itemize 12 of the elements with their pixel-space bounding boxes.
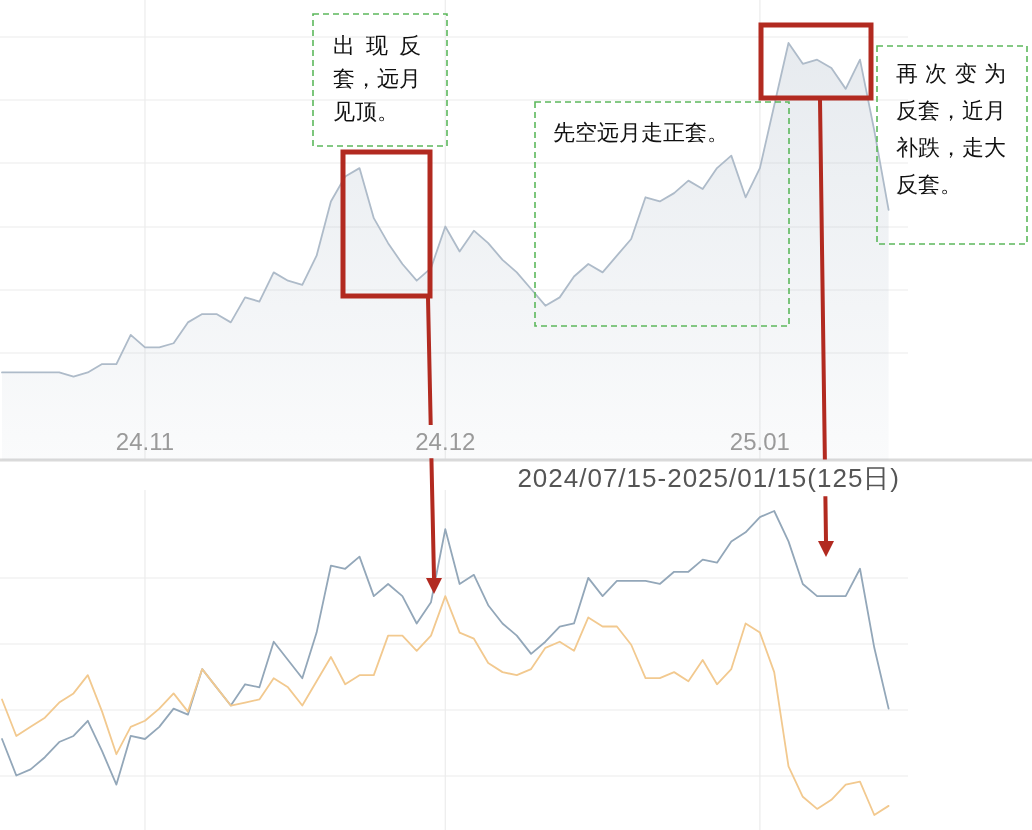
- annotation: 补跌，走大: [896, 135, 1006, 160]
- annotation: 再次变为: [896, 61, 1006, 86]
- x-tick-label: 25.01: [729, 428, 790, 455]
- annotation: 反套。: [896, 172, 962, 197]
- x-tick-label: 24.12: [415, 428, 476, 455]
- annotation: 2024/07/15-2025/01/15(125日): [517, 463, 900, 493]
- x-tick-label: 24.11: [115, 428, 175, 455]
- annotation: 反套，近月: [896, 98, 1006, 123]
- annotation: 套，远月: [333, 66, 421, 91]
- annotation: 见顶。: [333, 99, 399, 124]
- annotation: 先空远月走正套。: [553, 120, 729, 145]
- annotation: 出现反: [333, 33, 421, 58]
